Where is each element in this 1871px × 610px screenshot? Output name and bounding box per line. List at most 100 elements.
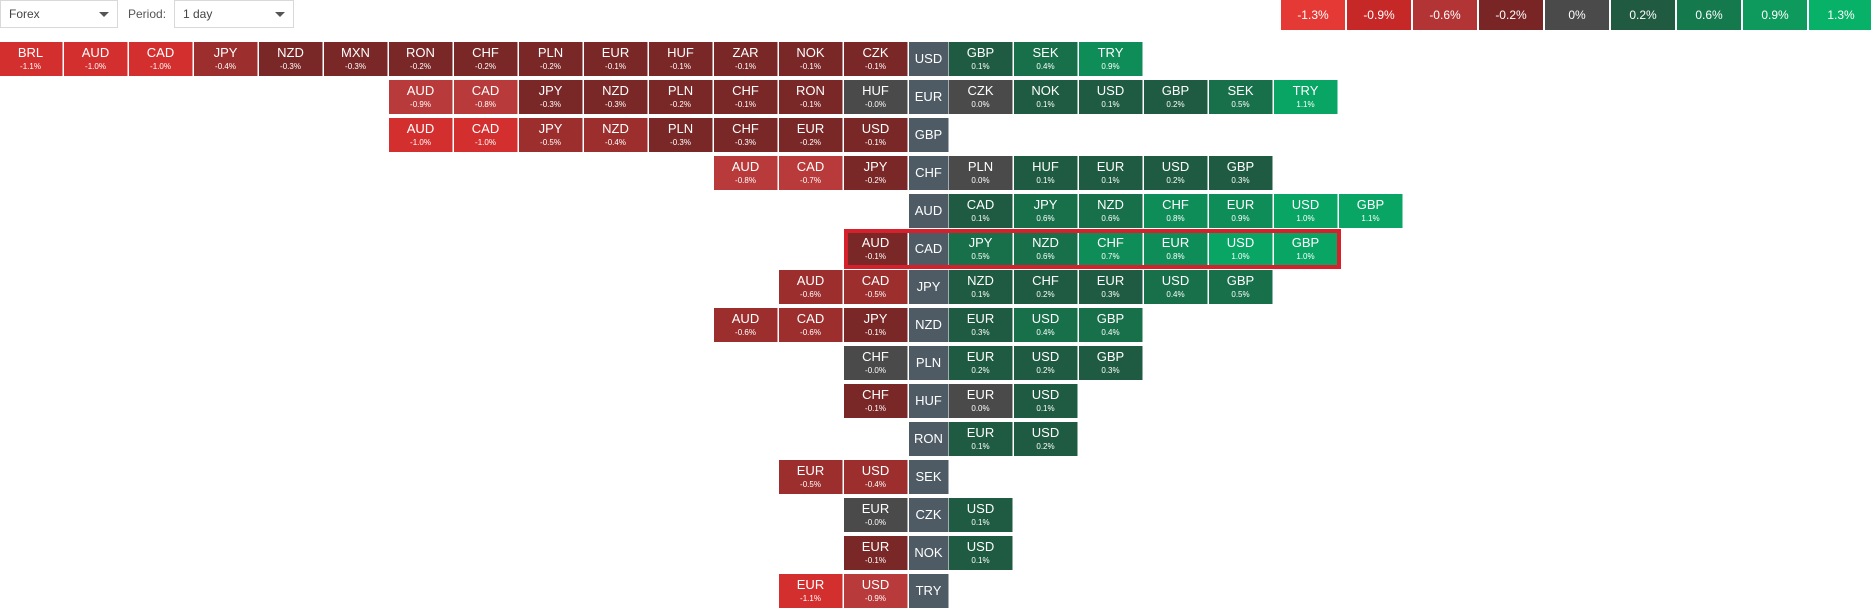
pair-cell-sek[interactable]: SEK 0.4% bbox=[1014, 42, 1078, 76]
pair-cell-try[interactable]: TRY 1.1% bbox=[1274, 80, 1338, 114]
pair-cell-nzd[interactable]: NZD -0.3% bbox=[259, 42, 323, 76]
pair-cell-eur[interactable]: EUR 0.1% bbox=[949, 422, 1013, 456]
pair-cell-eur[interactable]: EUR 0.0% bbox=[949, 384, 1013, 418]
pair-cell-eur[interactable]: EUR -0.1% bbox=[584, 42, 648, 76]
pair-cell-gbp[interactable]: GBP 0.2% bbox=[1144, 80, 1208, 114]
pair-cell-aud[interactable]: AUD -0.6% bbox=[714, 308, 778, 342]
pair-cell-eur[interactable]: EUR -0.5% bbox=[779, 460, 843, 494]
pair-cell-eur[interactable]: EUR 0.8% bbox=[1144, 232, 1208, 266]
pair-cell-sek[interactable]: SEK 0.5% bbox=[1209, 80, 1273, 114]
pair-cell-nzd[interactable]: NZD -0.4% bbox=[584, 118, 648, 152]
pair-cell-cad[interactable]: CAD -0.6% bbox=[779, 308, 843, 342]
pair-cell-usd[interactable]: USD 1.0% bbox=[1209, 232, 1273, 266]
pair-cell-aud[interactable]: AUD -0.8% bbox=[714, 156, 778, 190]
pair-cell-cad[interactable]: CAD -0.7% bbox=[779, 156, 843, 190]
pair-cell-jpy[interactable]: JPY -0.3% bbox=[519, 80, 583, 114]
pair-cell-nok[interactable]: NOK -0.1% bbox=[779, 42, 843, 76]
pair-cell-chf[interactable]: CHF -0.2% bbox=[454, 42, 518, 76]
pair-cell-pln[interactable]: PLN 0.0% bbox=[949, 156, 1013, 190]
pair-cell-aud[interactable]: AUD -1.0% bbox=[64, 42, 128, 76]
pair-cell-cad[interactable]: CAD 0.1% bbox=[949, 194, 1013, 228]
pair-cell-aud[interactable]: AUD -0.6% bbox=[779, 270, 843, 304]
pair-cell-chf[interactable]: CHF 0.2% bbox=[1014, 270, 1078, 304]
pair-cell-eur[interactable]: EUR 0.3% bbox=[1079, 270, 1143, 304]
pair-cell-jpy[interactable]: JPY -0.2% bbox=[844, 156, 908, 190]
pair-cell-huf[interactable]: HUF -0.0% bbox=[844, 80, 908, 114]
pair-cell-usd[interactable]: USD -0.4% bbox=[844, 460, 908, 494]
pair-cell-usd[interactable]: USD 0.4% bbox=[1014, 308, 1078, 342]
pair-cell-gbp[interactable]: GBP 0.1% bbox=[949, 42, 1013, 76]
pair-cell-cad[interactable]: CAD -0.5% bbox=[844, 270, 908, 304]
base-currency-chf[interactable]: CHF bbox=[909, 156, 949, 190]
pair-cell-chf[interactable]: CHF -0.1% bbox=[714, 80, 778, 114]
pair-cell-try[interactable]: TRY 0.9% bbox=[1079, 42, 1143, 76]
pair-cell-usd[interactable]: USD 0.2% bbox=[1144, 156, 1208, 190]
pair-cell-nzd[interactable]: NZD 0.6% bbox=[1079, 194, 1143, 228]
base-currency-cad[interactable]: CAD bbox=[909, 232, 949, 266]
pair-cell-eur[interactable]: EUR 0.1% bbox=[1079, 156, 1143, 190]
pair-cell-jpy[interactable]: JPY 0.6% bbox=[1014, 194, 1078, 228]
pair-cell-zar[interactable]: ZAR -0.1% bbox=[714, 42, 778, 76]
pair-cell-nzd[interactable]: NZD 0.6% bbox=[1014, 232, 1078, 266]
pair-cell-usd[interactable]: USD -0.9% bbox=[844, 574, 908, 608]
pair-cell-pln[interactable]: PLN -0.2% bbox=[649, 80, 713, 114]
base-currency-jpy[interactable]: JPY bbox=[909, 270, 949, 304]
market-select[interactable]: Forex bbox=[0, 0, 118, 28]
pair-cell-usd[interactable]: USD 0.1% bbox=[1079, 80, 1143, 114]
base-currency-eur[interactable]: EUR bbox=[909, 80, 949, 114]
base-currency-usd[interactable]: USD bbox=[909, 42, 949, 76]
pair-cell-jpy[interactable]: JPY -0.4% bbox=[194, 42, 258, 76]
pair-cell-aud[interactable]: AUD -0.9% bbox=[389, 80, 453, 114]
pair-cell-aud[interactable]: AUD -0.1% bbox=[844, 232, 908, 266]
base-currency-gbp[interactable]: GBP bbox=[909, 118, 949, 152]
base-currency-nok[interactable]: NOK bbox=[909, 536, 949, 570]
pair-cell-chf[interactable]: CHF -0.3% bbox=[714, 118, 778, 152]
pair-cell-pln[interactable]: PLN -0.2% bbox=[519, 42, 583, 76]
pair-cell-eur[interactable]: EUR 0.2% bbox=[949, 346, 1013, 380]
pair-cell-usd[interactable]: USD -0.1% bbox=[844, 118, 908, 152]
pair-cell-cad[interactable]: CAD -1.0% bbox=[129, 42, 193, 76]
pair-cell-cad[interactable]: CAD -0.8% bbox=[454, 80, 518, 114]
base-currency-pln[interactable]: PLN bbox=[909, 346, 949, 380]
pair-cell-usd[interactable]: USD 0.1% bbox=[949, 498, 1013, 532]
pair-cell-cad[interactable]: CAD -1.0% bbox=[454, 118, 518, 152]
base-currency-sek[interactable]: SEK bbox=[909, 460, 949, 494]
pair-cell-huf[interactable]: HUF -0.1% bbox=[649, 42, 713, 76]
pair-cell-gbp[interactable]: GBP 1.1% bbox=[1339, 194, 1403, 228]
pair-cell-huf[interactable]: HUF 0.1% bbox=[1014, 156, 1078, 190]
pair-cell-jpy[interactable]: JPY 0.5% bbox=[949, 232, 1013, 266]
base-currency-czk[interactable]: CZK bbox=[909, 498, 949, 532]
pair-cell-chf[interactable]: CHF 0.7% bbox=[1079, 232, 1143, 266]
pair-cell-chf[interactable]: CHF -0.1% bbox=[844, 384, 908, 418]
pair-cell-gbp[interactable]: GBP 0.4% bbox=[1079, 308, 1143, 342]
pair-cell-brl[interactable]: BRL -1.1% bbox=[0, 42, 63, 76]
pair-cell-nok[interactable]: NOK 0.1% bbox=[1014, 80, 1078, 114]
pair-cell-nzd[interactable]: NZD 0.1% bbox=[949, 270, 1013, 304]
pair-cell-gbp[interactable]: GBP 1.0% bbox=[1274, 232, 1338, 266]
pair-cell-nzd[interactable]: NZD -0.3% bbox=[584, 80, 648, 114]
period-select[interactable]: 1 day bbox=[174, 0, 294, 28]
pair-cell-usd[interactable]: USD 1.0% bbox=[1274, 194, 1338, 228]
pair-cell-pln[interactable]: PLN -0.3% bbox=[649, 118, 713, 152]
pair-cell-usd[interactable]: USD 0.4% bbox=[1144, 270, 1208, 304]
base-currency-huf[interactable]: HUF bbox=[909, 384, 949, 418]
pair-cell-eur[interactable]: EUR -0.0% bbox=[844, 498, 908, 532]
pair-cell-czk[interactable]: CZK -0.1% bbox=[844, 42, 908, 76]
pair-cell-usd[interactable]: USD 0.2% bbox=[1014, 422, 1078, 456]
base-currency-ron[interactable]: RON bbox=[909, 422, 949, 456]
pair-cell-usd[interactable]: USD 0.1% bbox=[949, 536, 1013, 570]
pair-cell-aud[interactable]: AUD -1.0% bbox=[389, 118, 453, 152]
pair-cell-jpy[interactable]: JPY -0.1% bbox=[844, 308, 908, 342]
pair-cell-eur[interactable]: EUR -0.1% bbox=[844, 536, 908, 570]
pair-cell-jpy[interactable]: JPY -0.5% bbox=[519, 118, 583, 152]
pair-cell-usd[interactable]: USD 0.1% bbox=[1014, 384, 1078, 418]
pair-cell-gbp[interactable]: GBP 0.3% bbox=[1079, 346, 1143, 380]
pair-cell-chf[interactable]: CHF 0.8% bbox=[1144, 194, 1208, 228]
pair-cell-ron[interactable]: RON -0.2% bbox=[389, 42, 453, 76]
base-currency-nzd[interactable]: NZD bbox=[909, 308, 949, 342]
pair-cell-eur[interactable]: EUR -0.2% bbox=[779, 118, 843, 152]
pair-cell-ron[interactable]: RON -0.1% bbox=[779, 80, 843, 114]
pair-cell-mxn[interactable]: MXN -0.3% bbox=[324, 42, 388, 76]
base-currency-aud[interactable]: AUD bbox=[909, 194, 949, 228]
pair-cell-eur[interactable]: EUR -1.1% bbox=[779, 574, 843, 608]
